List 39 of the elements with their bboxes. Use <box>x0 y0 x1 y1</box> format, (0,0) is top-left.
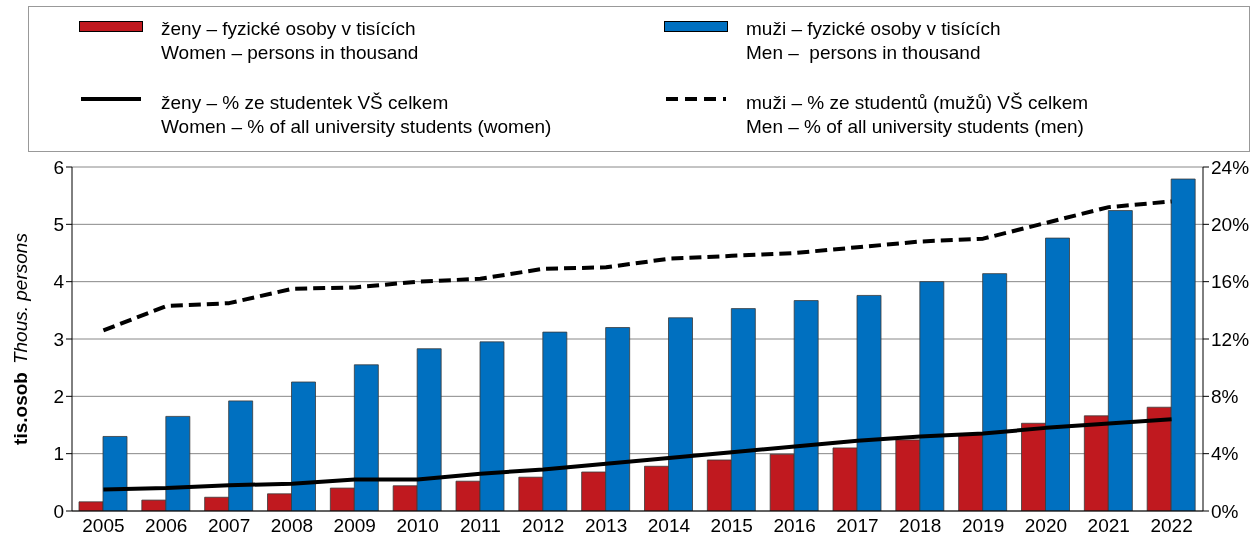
y2-tick-label: 16% <box>1211 271 1250 293</box>
y-tick-label: 5 <box>53 214 64 236</box>
x-tick-label: 2005 <box>82 515 125 537</box>
x-tick-label: 2007 <box>207 515 251 537</box>
y2-tick-label: 8% <box>1211 386 1239 408</box>
y2-tick-label: 0% <box>1211 500 1239 522</box>
x-tick-label: 2010 <box>396 515 439 537</box>
y-tick-label: 3 <box>53 328 64 350</box>
legend-label: ženy – fyzické osoby v tisících Women – persons in thousand <box>161 17 419 65</box>
x-tick-label: 2015 <box>710 515 753 537</box>
legend-label: muži – fyzické osoby v tisících Men – persons in thousand <box>746 17 1001 65</box>
x-tick-label: 2017 <box>836 515 879 537</box>
x-tick-label: 2016 <box>773 515 816 537</box>
y2-tick-label: 4% <box>1211 443 1239 465</box>
x-tick-label: 2020 <box>1024 515 1068 537</box>
x-tick-label: 2009 <box>333 515 376 537</box>
y-tick-label: 4 <box>53 271 65 293</box>
x-tick-label: 2019 <box>961 515 1005 537</box>
y-tick-label: 6 <box>53 156 64 178</box>
x-tick-label: 2012 <box>522 515 565 537</box>
y-axis-title: tis.osob Thous. persons <box>10 232 32 445</box>
x-tick-label: 2018 <box>899 515 942 537</box>
x-tick-label: 2014 <box>647 515 691 537</box>
x-tick-label: 2022 <box>1150 515 1193 537</box>
line-series <box>101 417 1174 492</box>
y2-tick-label: 12% <box>1211 328 1250 350</box>
y-tick-label: 0 <box>53 500 64 522</box>
x-tick-label: 2008 <box>270 515 314 537</box>
line-series <box>101 199 1174 333</box>
y2-tick-label: 20% <box>1211 214 1250 236</box>
x-tick-label: 2013 <box>584 515 628 537</box>
x-tick-label: 2006 <box>145 515 188 537</box>
y-tick-label: 1 <box>53 443 64 465</box>
legend-label: muži – % ze studentů (mužů) VŠ celkem Men – % of all university students (men) <box>746 91 1089 139</box>
x-tick-label: 2021 <box>1087 515 1130 537</box>
x-tick-label: 2011 <box>459 515 501 537</box>
y-tick-label: 2 <box>53 386 64 408</box>
y2-tick-label: 24% <box>1211 156 1250 178</box>
legend-label: ženy – % ze studentek VŠ celkem Women – % of all university students (women) <box>161 91 552 139</box>
